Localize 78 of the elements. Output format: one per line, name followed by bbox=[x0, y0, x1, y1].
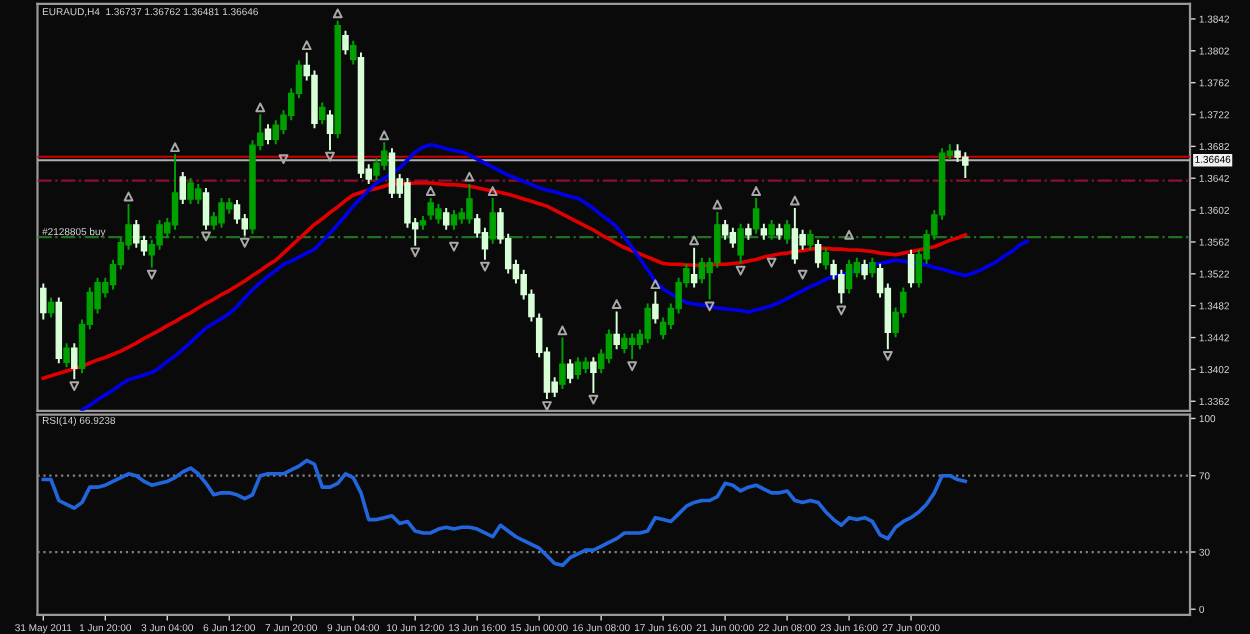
candlestick bbox=[233, 199, 241, 224]
point bbox=[766, 257, 777, 268]
candlestick bbox=[814, 239, 822, 268]
candlestick bbox=[737, 223, 744, 264]
candlestick bbox=[133, 219, 140, 248]
candlestick bbox=[566, 359, 574, 384]
point bbox=[882, 350, 893, 361]
point bbox=[797, 269, 808, 280]
candlestick bbox=[40, 283, 47, 320]
candlestick bbox=[605, 329, 613, 364]
candlestick bbox=[63, 343, 70, 368]
candlestick bbox=[342, 30, 349, 55]
candlestick bbox=[187, 178, 194, 204]
point bbox=[425, 186, 436, 196]
candlestick bbox=[349, 40, 357, 65]
candlestick bbox=[466, 184, 473, 224]
candlestick bbox=[326, 110, 334, 151]
candlestick bbox=[690, 247, 698, 288]
candlestick bbox=[218, 197, 225, 228]
candlestick bbox=[380, 142, 388, 171]
point bbox=[611, 299, 622, 309]
candlestick bbox=[698, 257, 706, 284]
candlestick bbox=[590, 357, 597, 394]
candlestick bbox=[791, 207, 799, 264]
point bbox=[557, 325, 568, 336]
candlestick bbox=[442, 207, 450, 230]
point bbox=[480, 261, 490, 272]
candlestick bbox=[845, 259, 853, 294]
candlestick bbox=[752, 197, 760, 234]
candlestick bbox=[559, 337, 566, 390]
candlestick bbox=[962, 152, 969, 179]
point bbox=[201, 231, 211, 242]
point bbox=[301, 40, 312, 51]
point bbox=[255, 102, 266, 113]
candlestick bbox=[272, 120, 279, 145]
candlestick bbox=[783, 219, 791, 244]
candlestick bbox=[171, 154, 179, 230]
point bbox=[123, 191, 134, 202]
point bbox=[170, 142, 180, 153]
candlestick bbox=[489, 197, 496, 244]
point bbox=[487, 186, 498, 196]
point bbox=[844, 229, 854, 240]
point bbox=[712, 199, 723, 210]
point bbox=[239, 237, 250, 248]
candlestick bbox=[644, 303, 651, 344]
candlestick bbox=[628, 333, 636, 360]
point bbox=[379, 130, 390, 141]
candlestick bbox=[907, 249, 915, 288]
candlestick bbox=[179, 172, 187, 204]
point bbox=[325, 151, 335, 162]
candlestick bbox=[822, 247, 830, 270]
point bbox=[735, 265, 746, 276]
point bbox=[449, 241, 459, 252]
candlestick bbox=[574, 357, 582, 380]
point bbox=[410, 247, 421, 258]
candlestick bbox=[427, 197, 434, 220]
candlestick bbox=[202, 188, 210, 230]
point bbox=[542, 401, 552, 411]
point bbox=[627, 361, 638, 372]
point bbox=[751, 186, 762, 196]
point bbox=[650, 279, 661, 290]
candlestick bbox=[613, 311, 620, 350]
point bbox=[332, 8, 343, 19]
point bbox=[689, 235, 700, 246]
point bbox=[789, 195, 800, 206]
point bbox=[146, 269, 157, 280]
point bbox=[464, 171, 475, 182]
point bbox=[704, 301, 715, 312]
line-series bbox=[41, 181, 968, 380]
point bbox=[588, 394, 599, 405]
candlestick bbox=[652, 291, 659, 324]
line-series bbox=[41, 458, 968, 568]
point bbox=[278, 154, 289, 165]
point bbox=[836, 305, 847, 316]
candlestick bbox=[318, 102, 326, 125]
point bbox=[69, 381, 80, 392]
candlestick bbox=[71, 343, 78, 380]
candlestick bbox=[388, 148, 396, 198]
